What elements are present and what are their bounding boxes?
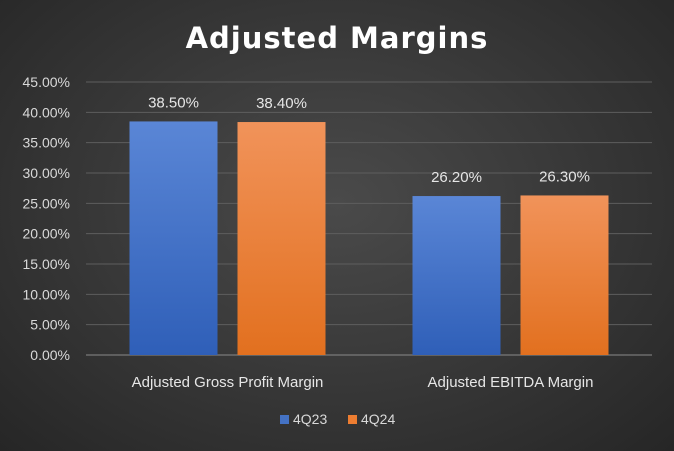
x-category-label: Adjusted Gross Profit Margin: [132, 374, 324, 391]
y-tick-label: 10.00%: [23, 286, 70, 302]
y-axis-ticks: 0.00% 5.00% 10.00% 15.00% 20.00% 25.00% 30.00%…: [23, 74, 70, 363]
data-label: 26.20%: [431, 169, 482, 186]
legend-label: 4Q24: [361, 411, 395, 427]
x-axis-categories: Adjusted Gross Profit Margin Adjusted EBI…: [132, 374, 594, 391]
bars: [129, 121, 609, 355]
y-tick-label: 5.00%: [30, 317, 70, 333]
y-tick-label: 35.00%: [23, 135, 70, 151]
bar-4q23: [412, 196, 501, 355]
bar-4q23: [129, 121, 218, 355]
legend-label: 4Q23: [293, 411, 327, 427]
x-category-label: Adjusted EBITDA Margin: [428, 374, 594, 391]
y-tick-label: 40.00%: [23, 104, 70, 120]
legend-swatch-4q24: [348, 415, 357, 424]
bar-4q24: [237, 122, 326, 355]
data-label: 38.40%: [256, 95, 307, 112]
y-tick-label: 30.00%: [23, 165, 70, 181]
y-tick-label: 15.00%: [23, 256, 70, 272]
data-label: 38.50%: [148, 94, 199, 111]
data-labels: 38.50% 38.40% 26.20% 26.30%: [148, 94, 590, 186]
legend-swatch-4q23: [280, 415, 289, 424]
y-tick-label: 20.00%: [23, 226, 70, 242]
chart-title: Adjusted Margins: [186, 21, 489, 55]
y-tick-label: 45.00%: [23, 74, 70, 90]
legend: 4Q23 4Q24: [280, 411, 395, 427]
data-label: 26.30%: [539, 168, 590, 185]
y-tick-label: 25.00%: [23, 195, 70, 211]
y-tick-label: 0.00%: [30, 347, 70, 363]
bar-4q24: [520, 195, 609, 355]
